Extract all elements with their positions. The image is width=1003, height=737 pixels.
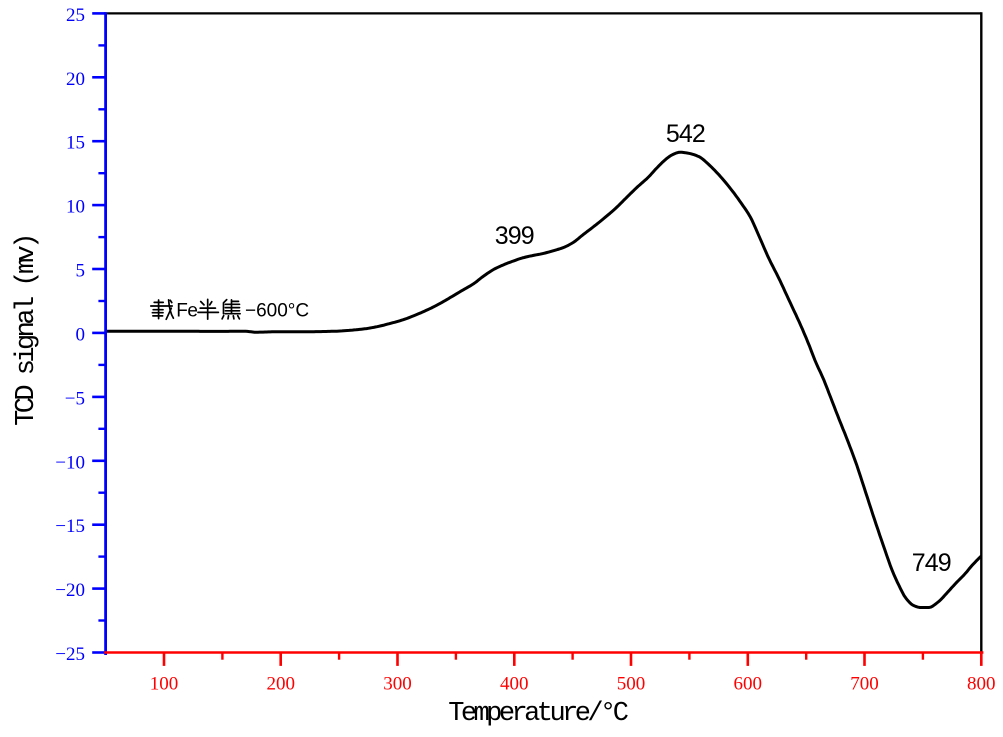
svg-text:−20: −20 [55, 580, 85, 601]
svg-text:400: 400 [500, 674, 529, 695]
svg-text:20: 20 [66, 69, 85, 90]
svg-text:600: 600 [734, 674, 763, 695]
svg-text:−600°C: −600°C [245, 301, 309, 322]
svg-text:399: 399 [495, 222, 534, 250]
svg-text:800: 800 [967, 674, 996, 695]
svg-text:542: 542 [666, 120, 705, 148]
svg-text:25: 25 [66, 5, 85, 26]
svg-text:15: 15 [66, 133, 85, 154]
svg-text:−25: −25 [55, 644, 85, 665]
svg-text:200: 200 [266, 674, 295, 695]
svg-text:−15: −15 [55, 516, 85, 537]
svg-text:Fe: Fe [176, 301, 197, 322]
svg-text:749: 749 [912, 549, 951, 577]
svg-text:700: 700 [850, 674, 879, 695]
svg-text:−10: −10 [55, 452, 85, 473]
svg-text:5: 5 [76, 261, 86, 282]
svg-text:Temperature/°C: Temperature/°C [448, 699, 628, 729]
svg-text:TCD signal (mv): TCD signal (mv) [12, 236, 42, 426]
svg-text:0: 0 [76, 324, 86, 345]
svg-text:10: 10 [66, 197, 85, 218]
svg-text:−5: −5 [65, 388, 85, 409]
svg-text:100: 100 [150, 674, 179, 695]
svg-text:500: 500 [617, 674, 646, 695]
svg-text:300: 300 [383, 674, 412, 695]
